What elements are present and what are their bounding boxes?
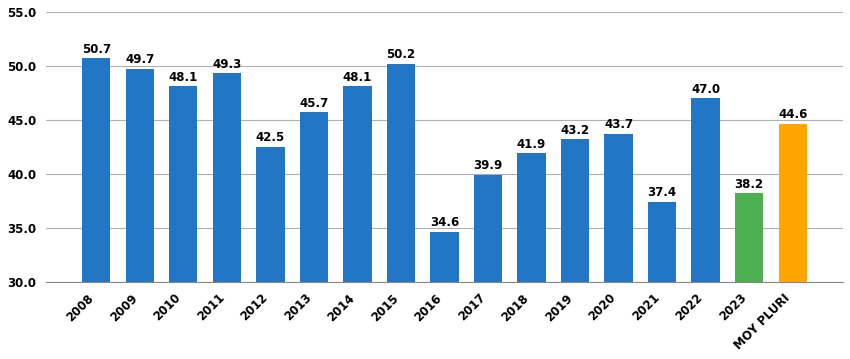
- Text: 43.7: 43.7: [604, 118, 633, 131]
- Text: 47.0: 47.0: [691, 83, 720, 95]
- Bar: [82, 59, 110, 282]
- Bar: [126, 69, 154, 282]
- Bar: [169, 87, 197, 282]
- Bar: [473, 175, 502, 282]
- Bar: [561, 139, 589, 282]
- Text: 48.1: 48.1: [168, 71, 198, 84]
- Text: 48.1: 48.1: [343, 71, 372, 84]
- Bar: [692, 98, 720, 282]
- Text: 49.3: 49.3: [212, 58, 241, 71]
- Bar: [387, 64, 415, 282]
- Bar: [300, 112, 328, 282]
- Bar: [518, 153, 546, 282]
- Text: 45.7: 45.7: [299, 97, 329, 109]
- Bar: [256, 147, 285, 282]
- Bar: [648, 202, 677, 282]
- Text: 49.7: 49.7: [125, 53, 155, 66]
- Text: 43.2: 43.2: [560, 123, 590, 136]
- Text: 39.9: 39.9: [473, 159, 502, 172]
- Text: 44.6: 44.6: [778, 108, 807, 121]
- Text: 42.5: 42.5: [256, 131, 285, 144]
- Text: 34.6: 34.6: [430, 216, 459, 229]
- Bar: [430, 232, 459, 282]
- Bar: [604, 134, 632, 282]
- Bar: [735, 193, 763, 282]
- Bar: [779, 124, 807, 282]
- Text: 38.2: 38.2: [734, 177, 763, 191]
- Text: 50.7: 50.7: [82, 43, 111, 56]
- Bar: [343, 87, 371, 282]
- Text: 50.2: 50.2: [387, 48, 416, 61]
- Text: 41.9: 41.9: [517, 137, 547, 150]
- Text: 37.4: 37.4: [648, 186, 677, 199]
- Bar: [212, 74, 241, 282]
